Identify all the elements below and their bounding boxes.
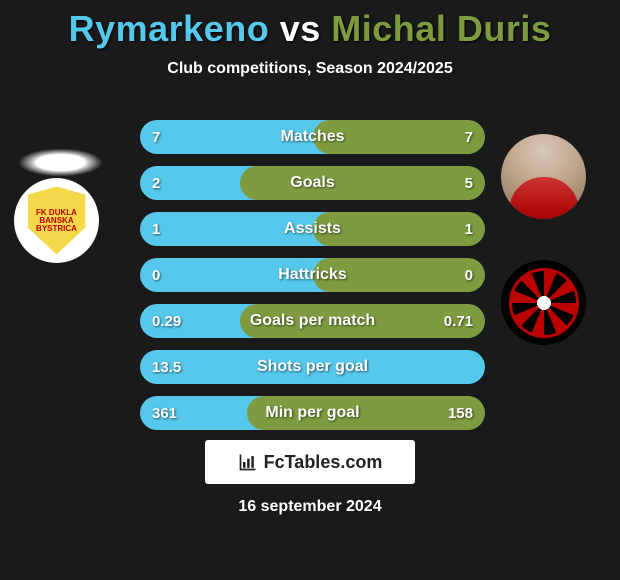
- player2-crest-emblem: [509, 268, 579, 338]
- stat-label: Shots per goal: [140, 350, 485, 384]
- player1-crest: FK DUKLA BANSKA BYSTRICA: [14, 178, 99, 263]
- comparison-card: Rymarkeno vs Michal Duris Club competiti…: [0, 0, 620, 580]
- stats-rows: 77Matches 25Goals 11Assists 00Hattricks 0.29…: [140, 120, 485, 442]
- stat-row: 25Goals: [140, 166, 485, 200]
- chart-icon: [238, 452, 258, 472]
- subtitle: Club competitions, Season 2024/2025: [0, 60, 620, 78]
- stat-label: Hattricks: [140, 258, 485, 292]
- source-badge[interactable]: FcTables.com: [205, 440, 415, 484]
- stat-row: 11Assists: [140, 212, 485, 246]
- stat-label: Min per goal: [140, 396, 485, 430]
- stat-row: 77Matches: [140, 120, 485, 154]
- stat-label: Goals per match: [140, 304, 485, 338]
- source-label: FcTables.com: [264, 452, 383, 473]
- stat-row: 361158Min per goal: [140, 396, 485, 430]
- title-vs: vs: [280, 8, 321, 49]
- stat-label: Goals: [140, 166, 485, 200]
- stat-row: 13.5Shots per goal: [140, 350, 485, 384]
- footer-date: 16 september 2024: [0, 498, 620, 516]
- player2-avatar: [501, 134, 586, 219]
- stat-label: Matches: [140, 120, 485, 154]
- title-player1: Rymarkeno: [69, 8, 270, 49]
- comparison-title: Rymarkeno vs Michal Duris: [0, 0, 620, 50]
- stat-label: Assists: [140, 212, 485, 246]
- title-player2: Michal Duris: [331, 8, 551, 49]
- player2-crest: [501, 260, 586, 345]
- player1-crest-shield: FK DUKLA BANSKA BYSTRICA: [28, 187, 86, 255]
- stat-row: 00Hattricks: [140, 258, 485, 292]
- stat-row: 0.290.71Goals per match: [140, 304, 485, 338]
